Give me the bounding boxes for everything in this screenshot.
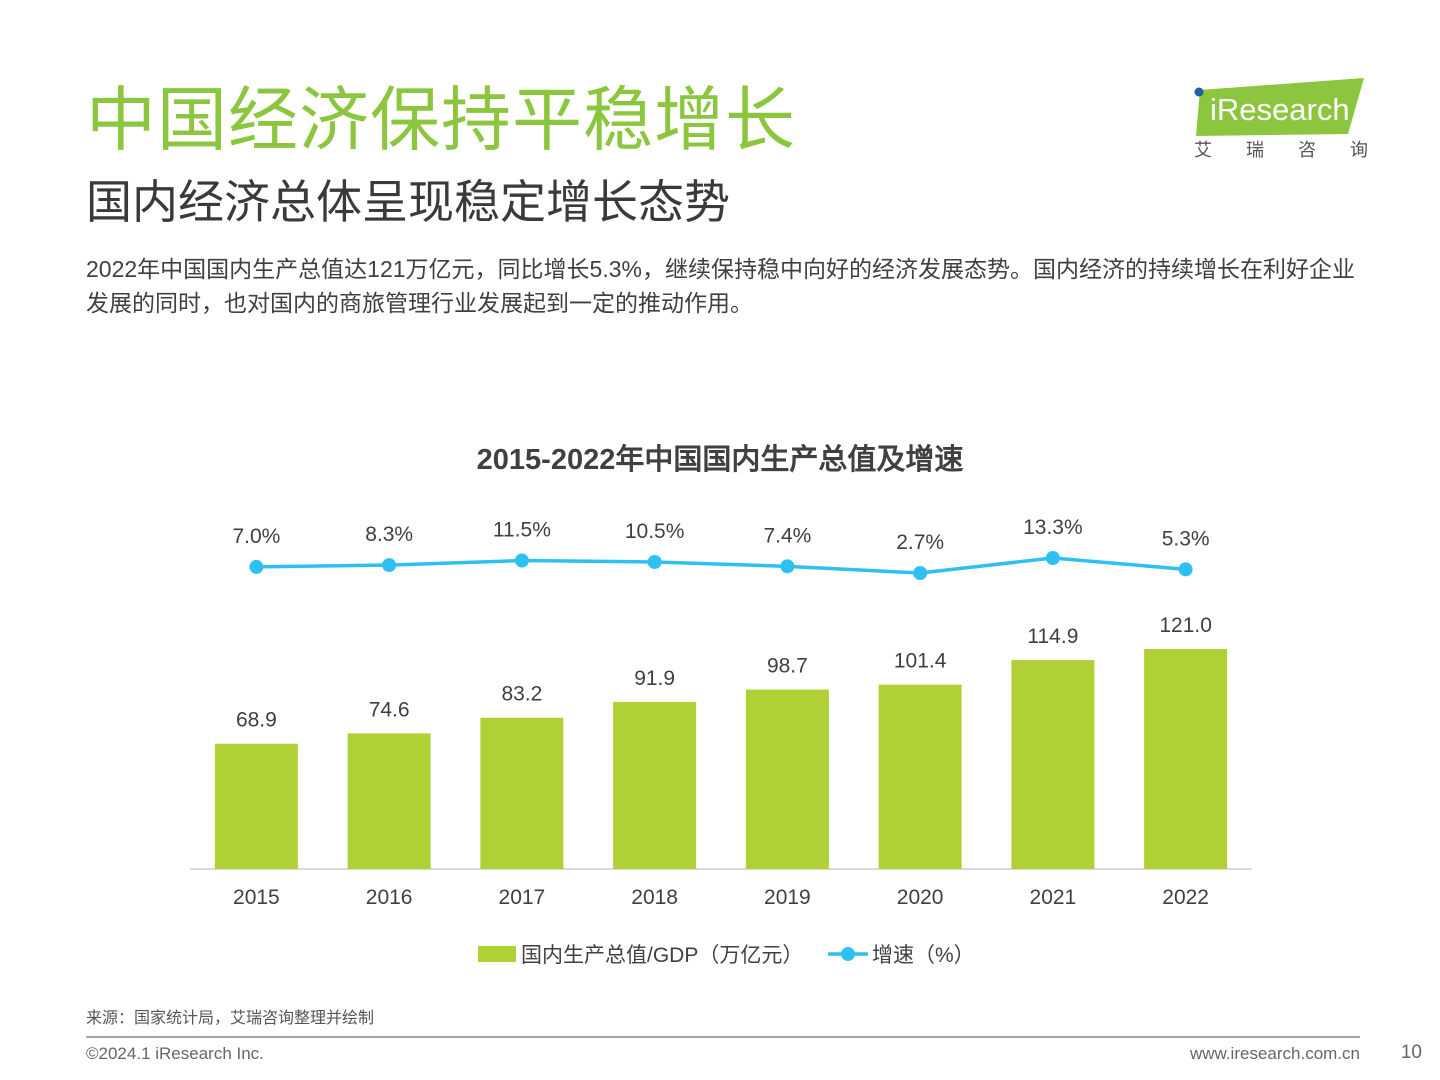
x-tick-label: 2019 bbox=[764, 886, 811, 909]
x-tick-label: 2022 bbox=[1162, 886, 1209, 909]
gdp-bar-label: 68.9 bbox=[236, 709, 277, 732]
growth-rate-point bbox=[382, 558, 397, 573]
gdp-bar-label: 83.2 bbox=[501, 683, 542, 706]
growth-rate-label: 10.5% bbox=[625, 520, 685, 543]
growth-rate-point bbox=[249, 559, 264, 574]
legend-gdp-swatch bbox=[478, 946, 516, 962]
source-note: 来源：国家统计局，艾瑞咨询整理并绘制 bbox=[86, 1010, 375, 1027]
gdp-bar-label: 91.9 bbox=[634, 667, 675, 690]
growth-rate-label: 11.5% bbox=[493, 519, 551, 542]
x-tick-label: 2016 bbox=[366, 886, 413, 909]
logo-brand-text: iResearch bbox=[1210, 92, 1350, 127]
growth-rate-label: 13.3% bbox=[1023, 516, 1083, 539]
gdp-bar-label: 101.4 bbox=[894, 650, 947, 673]
x-tick-label: 2020 bbox=[897, 886, 944, 909]
x-tick-label: 2017 bbox=[499, 886, 546, 909]
legend-growth-label: 增速（%） bbox=[872, 944, 975, 967]
growth-rate-label: 7.0% bbox=[232, 525, 280, 548]
growth-rate-point bbox=[514, 553, 529, 568]
gdp-chart: 68.9 2015 74.6 2016 83.2 2017 91.9 2018 98.7 2019… bbox=[0, 430, 1440, 990]
gdp-bar bbox=[745, 689, 829, 869]
growth-rate-label: 5.3% bbox=[1162, 527, 1210, 550]
gdp-bar bbox=[347, 733, 431, 869]
growth-rate-point bbox=[780, 559, 795, 574]
x-tick-label: 2018 bbox=[631, 886, 678, 909]
growth-rate-point bbox=[1045, 551, 1060, 565]
x-tick-label: 2015 bbox=[233, 886, 280, 909]
gdp-bar-label: 114.9 bbox=[1027, 625, 1078, 648]
intro-paragraph: 2022年中国国内生产总值达121万亿元，同比增长5.3%，继续保持稳中向好的经… bbox=[86, 256, 1355, 316]
gdp-bar bbox=[1144, 649, 1228, 869]
gdp-bar bbox=[480, 717, 564, 869]
logo-cn-text: 艾瑞咨询 bbox=[1194, 140, 1402, 160]
growth-rate-point bbox=[913, 566, 928, 580]
gdp-bar-label: 121.0 bbox=[1159, 614, 1212, 637]
chart-title: 2015-2022年中国国内生产总值及增速 bbox=[476, 444, 964, 476]
logo-badge-shape bbox=[1194, 78, 1364, 136]
growth-rate-line bbox=[256, 556, 1186, 575]
gdp-bar bbox=[878, 684, 962, 869]
website-link[interactable]: www.iresearch.com.cn bbox=[1189, 1044, 1360, 1063]
x-tick-label: 2021 bbox=[1030, 886, 1077, 909]
page-title: 中国经济保持平稳增长 bbox=[86, 81, 796, 159]
footer-divider bbox=[86, 1036, 1360, 1038]
legend-gdp-label: 国内生产总值/GDP（万亿元） bbox=[521, 944, 803, 967]
gdp-bar bbox=[613, 701, 697, 869]
gdp-bar bbox=[214, 743, 298, 869]
growth-rate-label: 7.4% bbox=[763, 524, 811, 547]
gdp-bar bbox=[1011, 660, 1095, 869]
growth-rate-label: 8.3% bbox=[365, 523, 413, 546]
growth-rate-point bbox=[1178, 562, 1193, 577]
legend-growth-marker bbox=[841, 947, 855, 961]
chart-canvas: 68.9 2015 74.6 2016 83.2 2017 91.9 2018 98.7 2019… bbox=[190, 516, 1252, 967]
growth-rate-label: 2.7% bbox=[896, 531, 944, 554]
iresearch-logo: iResearch 艾瑞咨询 bbox=[1186, 74, 1376, 166]
page-subtitle: 国内经济总体呈现稳定增长态势 bbox=[86, 176, 730, 228]
gdp-bar-label: 98.7 bbox=[767, 655, 808, 678]
growth-rate-point bbox=[647, 554, 662, 569]
gdp-bar-label: 74.6 bbox=[369, 698, 410, 721]
copyright-text: ©2024.1 iResearch Inc. bbox=[86, 1044, 264, 1063]
page-number: 10 bbox=[1400, 1042, 1422, 1063]
